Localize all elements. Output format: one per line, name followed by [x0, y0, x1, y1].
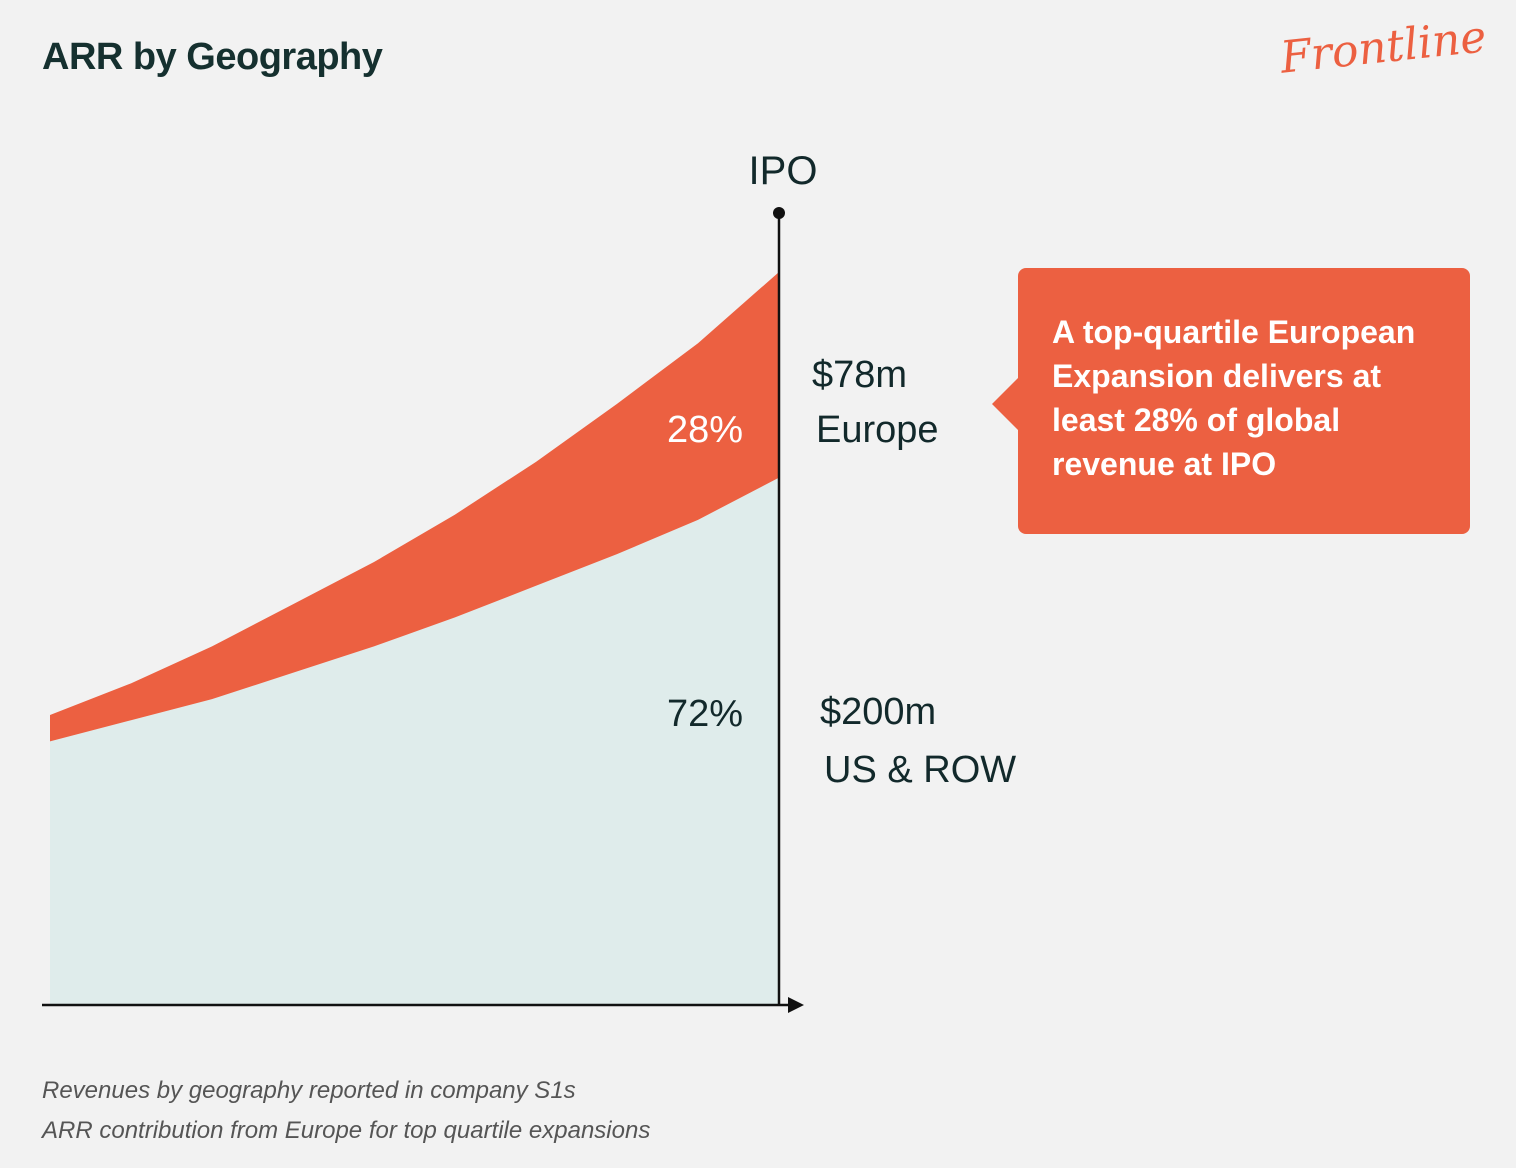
- page-title: ARR by Geography: [42, 36, 383, 78]
- europe-value-label: $78m: [812, 354, 908, 396]
- ipo-marker-dot: [773, 207, 785, 219]
- footnote-2: ARR contribution from Europe for top qua…: [42, 1117, 651, 1144]
- europe-share-label: 28%: [667, 409, 743, 451]
- europe-end-label: Europe: [816, 409, 939, 451]
- ipo-label: IPO: [749, 149, 818, 193]
- us-row-share-label: 72%: [667, 693, 743, 735]
- us-row-area: [50, 477, 779, 1005]
- callout-box: A top-quartile European Expansion delive…: [992, 268, 1470, 534]
- us-row-end-label: US & ROW: [824, 749, 1017, 791]
- callout-text: A top-quartile European Expansion delive…: [1052, 314, 1416, 482]
- footnote-1: Revenues by geography reported in compan…: [42, 1077, 576, 1104]
- x-axis-arrow-icon: [788, 997, 804, 1013]
- europe-area: [50, 272, 779, 742]
- us-row-value-label: $200m: [820, 691, 937, 733]
